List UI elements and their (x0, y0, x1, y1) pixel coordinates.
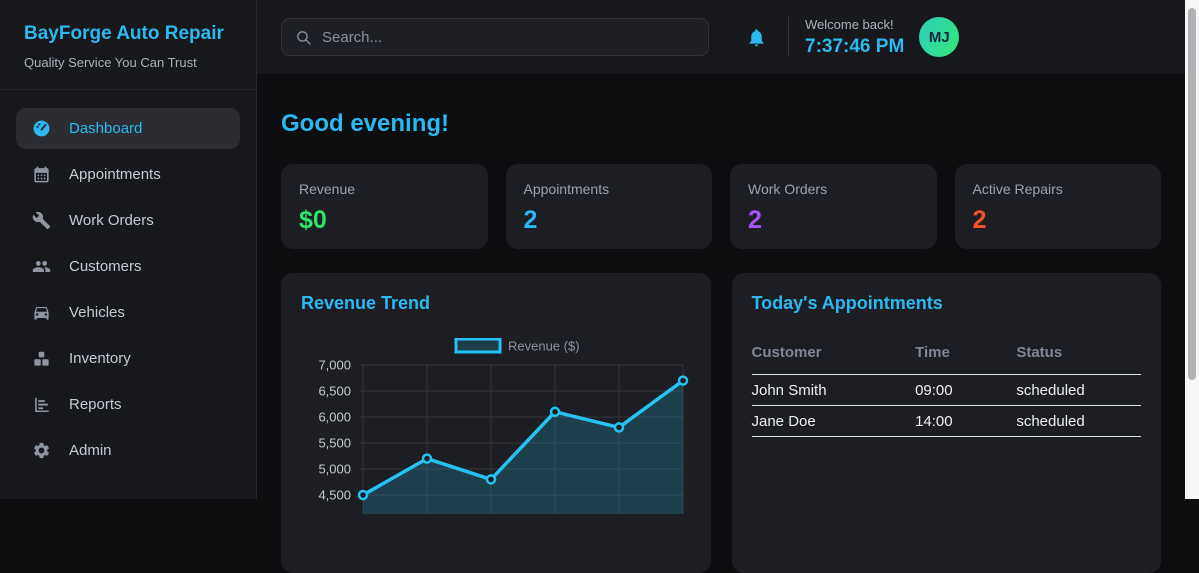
sidebar-nav: Dashboard Appointments Work Orders Custo… (0, 90, 256, 494)
y-tick-label: 5,000 (318, 462, 351, 477)
y-tick-label: 6,500 (318, 384, 351, 399)
bell-icon (749, 28, 764, 46)
chart-point (485, 474, 497, 485)
table-row: Jane Doe 14:00 scheduled (751, 405, 1141, 437)
stat-label: Active Repairs (972, 181, 1063, 197)
sidebar-item-label: Admin (69, 442, 112, 459)
clock: 7:37:46 PM (805, 35, 905, 57)
sidebar-item-label: Appointments (69, 166, 161, 183)
sidebar-item-label: Customers (69, 258, 142, 275)
sidebar-item-label: Vehicles (69, 304, 125, 321)
y-tick-label: 4,500 (318, 488, 351, 503)
main-content: Good evening! Revenue $0 Appointments 2 … (257, 75, 1185, 573)
sidebar-item-customers[interactable]: Customers (16, 246, 240, 287)
app-tagline: Quality Service You Can Trust (24, 55, 197, 70)
users-icon (32, 260, 51, 273)
app-title: BayForge Auto Repair (24, 23, 224, 44)
chart-point (613, 422, 625, 433)
bar-chart-icon (35, 397, 49, 413)
welcome-block: Welcome back! 7:37:46 PM (805, 17, 904, 58)
gauge-icon (33, 120, 50, 137)
appointments-panel: Today's Appointments Customer Time Statu… (731, 273, 1161, 573)
topbar: Welcome back! 7:37:46 PM MJ (257, 0, 1185, 75)
cell-customer: John Smith (751, 374, 916, 406)
stat-card-appointments: Appointments 2 (505, 164, 712, 249)
legend-label: Revenue ($) (508, 339, 580, 354)
chart-point (357, 489, 369, 501)
cell-status: scheduled (1016, 405, 1141, 437)
scrollbar-track[interactable] (1185, 0, 1199, 499)
stat-label: Work Orders (748, 181, 828, 197)
cell-time: 09:00 (915, 374, 1017, 406)
stats-row: Revenue $0 Appointments 2 Work Orders 2 … (281, 164, 1161, 249)
topbar-divider (788, 17, 789, 57)
table-header-row: Customer Time Status (751, 338, 1141, 375)
stat-value: 2 (748, 206, 762, 234)
sidebar-item-appointments[interactable]: Appointments (16, 154, 240, 195)
stat-value: 2 (972, 206, 987, 234)
stat-card-revenue: Revenue $0 (281, 164, 488, 249)
panels-row: Revenue Trend Revenue ($) 7,000 6,500 6,000… (281, 273, 1161, 573)
chart-point (677, 375, 689, 386)
stat-card-work-orders: Work Orders 2 (730, 164, 937, 249)
revenue-trend-panel: Revenue Trend Revenue ($) 7,000 6,500 6,000… (281, 273, 711, 573)
chart-point (421, 453, 433, 464)
y-tick-label: 5,500 (318, 436, 351, 451)
greeting-heading: Good evening! (281, 110, 449, 137)
appointments-title: Today's Appointments (751, 293, 943, 313)
cell-customer: Jane Doe (751, 405, 916, 437)
scrollbar-thumb[interactable] (1188, 8, 1196, 380)
column-header-customer: Customer (751, 338, 916, 375)
chart-line (361, 378, 685, 497)
table-row: John Smith 09:00 scheduled (751, 374, 1141, 406)
boxes-icon (34, 351, 49, 366)
stat-card-active-repairs: Active Repairs 2 (954, 164, 1161, 249)
sidebar-item-reports[interactable]: Reports (16, 384, 240, 425)
sidebar-item-vehicles[interactable]: Vehicles (16, 292, 240, 333)
sidebar-item-label: Reports (69, 396, 122, 413)
cell-status: scheduled (1016, 374, 1141, 406)
sidebar-item-admin[interactable]: Admin (16, 430, 240, 471)
sidebar: BayForge Auto Repair Quality Service You… (0, 0, 257, 499)
logo-block: BayForge Auto Repair Quality Service You… (0, 0, 256, 90)
stat-value: $0 (299, 206, 327, 234)
revenue-trend-title: Revenue Trend (301, 293, 431, 313)
calendar-icon (34, 166, 49, 183)
wrench-icon (32, 211, 51, 230)
avatar[interactable]: MJ (919, 17, 960, 57)
chart-point (549, 406, 561, 418)
search-box[interactable] (281, 18, 709, 56)
car-icon (34, 306, 49, 320)
y-tick-label: 7,000 (318, 358, 351, 373)
stat-label: Revenue (299, 181, 356, 197)
sidebar-item-inventory[interactable]: Inventory (16, 338, 240, 379)
sidebar-item-dashboard[interactable]: Dashboard (16, 108, 240, 149)
search-icon (297, 30, 311, 45)
gear-icon (34, 442, 49, 459)
cell-time: 14:00 (915, 405, 1017, 437)
stat-value: 2 (523, 206, 538, 234)
sidebar-item-work-orders[interactable]: Work Orders (16, 200, 240, 241)
column-header-status: Status (1016, 338, 1141, 375)
appointments-table: Customer Time Status John Smith 09:00 sc… (751, 338, 1141, 437)
notifications-button[interactable] (746, 27, 767, 48)
stat-label: Appointments (523, 181, 610, 197)
welcome-text: Welcome back! (805, 16, 894, 32)
column-header-time: Time (915, 338, 1017, 375)
sidebar-item-label: Work Orders (69, 212, 154, 229)
sidebar-item-label: Inventory (69, 350, 131, 367)
search-input[interactable] (322, 28, 695, 46)
legend-swatch (454, 337, 502, 354)
sidebar-item-label: Dashboard (69, 120, 143, 137)
y-tick-label: 6,000 (318, 410, 351, 425)
revenue-trend-chart: Revenue ($) 7,000 6,500 6,000 5,500 5,000 4,50… (318, 337, 689, 514)
